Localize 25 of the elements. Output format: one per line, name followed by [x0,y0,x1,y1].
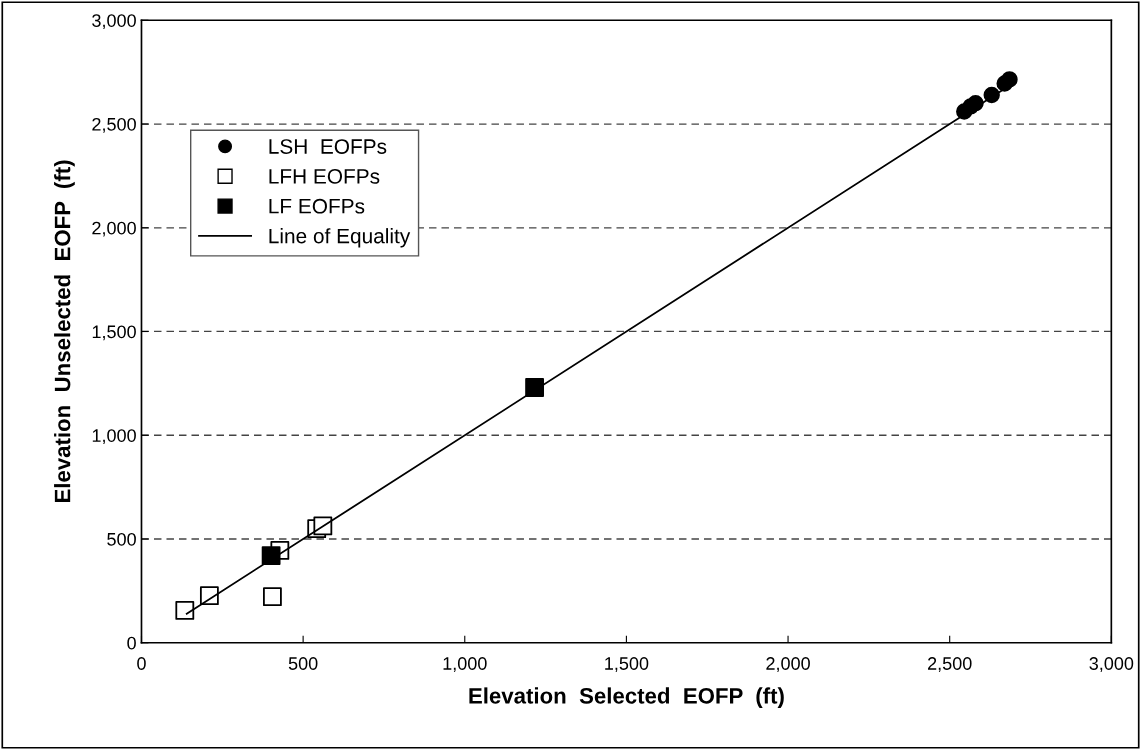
y-axis-title: Elevation Unselected EOFP (ft) [54,160,75,503]
x-tick-label: 500 [288,657,318,670]
legend-label: LSH EOFPs [269,139,387,154]
legend-label: LFH EOFPs [269,168,380,184]
x-tick-label: 3,000 [1089,657,1134,673]
point [175,600,195,620]
point [263,587,282,607]
legend-label: Line of Equality [269,228,411,248]
x-tick-label: 1,500 [605,657,649,673]
y-tick-label: 0 [127,636,136,650]
point [525,378,545,397]
x-tick-label: 1,000 [443,657,487,673]
x-axis-title: Elevation Selected EOFP (ft) [469,687,784,709]
y-tick-label: 1,000 [92,429,136,445]
x-tick-label: 0 [137,657,146,670]
x-tick-label: 2,500 [928,657,972,673]
y-tick-label: 500 [107,532,136,546]
legend-label: LF EOFPs [269,198,365,214]
y-tick-label: 3,000 [92,14,136,30]
y-tick-label: 2,500 [92,117,136,133]
point [1001,71,1018,88]
y-tick-label: 1,500 [92,325,136,341]
point [261,546,281,566]
x-tick-label: 2,000 [766,657,810,673]
y-tick-label: 2,000 [92,221,136,237]
